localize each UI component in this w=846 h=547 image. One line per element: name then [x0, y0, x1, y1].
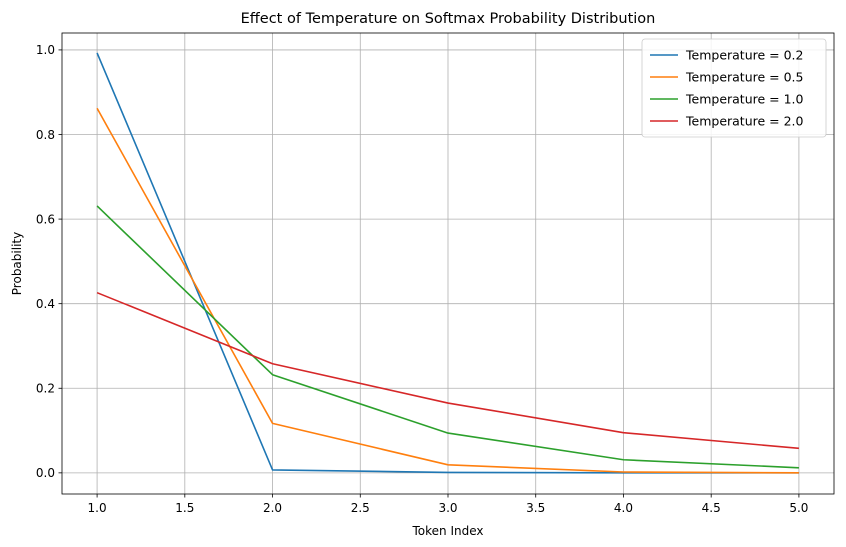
legend-label: Temperature = 1.0 — [685, 92, 804, 107]
y-ticks: 0.0 0.2 0.4 0.6 0.8 1.0 — [36, 43, 62, 480]
x-tick-label: 2.0 — [263, 501, 282, 515]
x-tick-label: 4.5 — [702, 501, 721, 515]
x-tick-label: 1.5 — [175, 501, 194, 515]
x-ticks: 1.0 1.5 2.0 2.5 3.0 3.5 4.0 4.5 5.0 — [88, 494, 808, 515]
y-tick-label: 0.2 — [36, 382, 55, 396]
x-tick-label: 5.0 — [789, 501, 808, 515]
x-tick-label: 3.5 — [526, 501, 545, 515]
y-tick-label: 0.0 — [36, 466, 55, 480]
y-axis-label: Probability — [10, 232, 24, 295]
y-tick-label: 1.0 — [36, 43, 55, 57]
legend-box — [641, 38, 827, 138]
x-tick-label: 3.0 — [438, 501, 457, 515]
x-tick-label: 1.0 — [88, 501, 107, 515]
legend-label: Temperature = 2.0 — [685, 114, 804, 129]
x-tick-label: 4.0 — [614, 501, 633, 515]
series-line-3 — [96, 291, 799, 450]
series-line-2 — [96, 205, 799, 469]
y-tick-label: 0.8 — [36, 128, 55, 142]
x-axis-label: Token Index — [412, 524, 484, 538]
y-tick-label: 0.6 — [36, 212, 55, 226]
legend: Temperature = 0.2 Temperature = 0.5 Temper… — [641, 38, 827, 138]
series-layer — [96, 52, 799, 474]
legend-label: Temperature = 0.5 — [685, 70, 803, 85]
chart-title: Effect of Temperature on Softmax Probabi… — [241, 11, 656, 27]
y-tick-label: 0.4 — [36, 297, 55, 311]
legend-label: Temperature = 0.2 — [685, 48, 803, 63]
x-tick-label: 2.5 — [351, 501, 370, 515]
